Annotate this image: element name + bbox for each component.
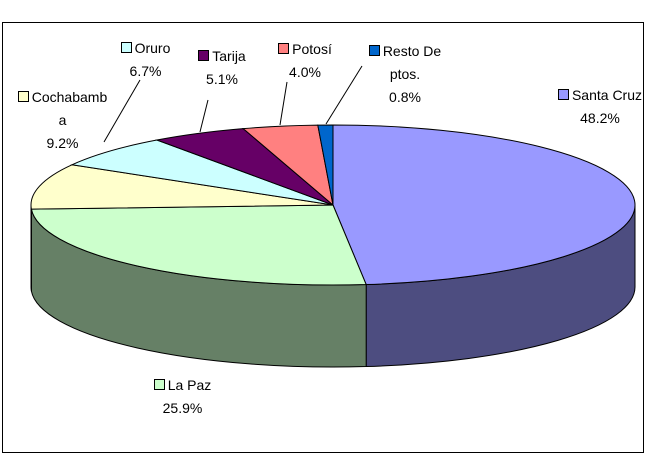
chart-frame — [2, 22, 644, 453]
category-label: Oruro — [134, 40, 171, 56]
pie-slice — [317, 124, 334, 206]
pie-slice — [30, 164, 334, 210]
data-label: La Paz 25.9% — [135, 374, 230, 420]
leader-line — [279, 81, 288, 126]
label-swatch — [120, 42, 132, 53]
pie-tops — [30, 124, 636, 286]
label-swatch — [153, 379, 165, 390]
data-label: Oruro 6.7% — [108, 37, 183, 83]
label-swatch — [17, 91, 29, 102]
leader-lines — [103, 65, 363, 143]
pie-slice — [332, 124, 636, 286]
percent-label: 0.8% — [389, 89, 421, 105]
category-label: La Paz — [167, 377, 212, 393]
percent-label: 6.7% — [129, 63, 162, 79]
category-label: Santa Cruz — [571, 87, 643, 103]
data-label: Santa Cruz 48.2% — [540, 84, 648, 130]
data-label: Tarija 5.1% — [182, 45, 262, 91]
category-label: Cochabamba — [31, 89, 108, 128]
pie-slice — [70, 139, 334, 206]
category-label: Resto Deptos. — [382, 43, 442, 82]
percent-label: 25.9% — [162, 400, 203, 416]
category-label: Potosí — [292, 41, 332, 57]
leader-line — [199, 99, 209, 133]
category-label: Tarija — [212, 48, 246, 64]
percent-label: 9.2% — [46, 135, 79, 151]
percent-label: 4.0% — [289, 64, 321, 80]
label-swatch — [198, 50, 210, 61]
percent-label: 5.1% — [206, 71, 238, 87]
percent-label: 48.2% — [580, 110, 620, 126]
pie-slice — [30, 204, 367, 286]
pie-sides — [30, 204, 636, 368]
data-label: Cochabamba 9.2% — [17, 86, 108, 155]
data-label: Resto Deptos. 0.8% — [365, 40, 445, 109]
leader-line — [325, 65, 363, 125]
leader-line — [103, 79, 141, 143]
label-swatch — [278, 43, 290, 54]
label-swatch — [557, 89, 569, 100]
label-swatch — [368, 45, 380, 56]
data-label: Potosí 4.0% — [270, 38, 340, 84]
